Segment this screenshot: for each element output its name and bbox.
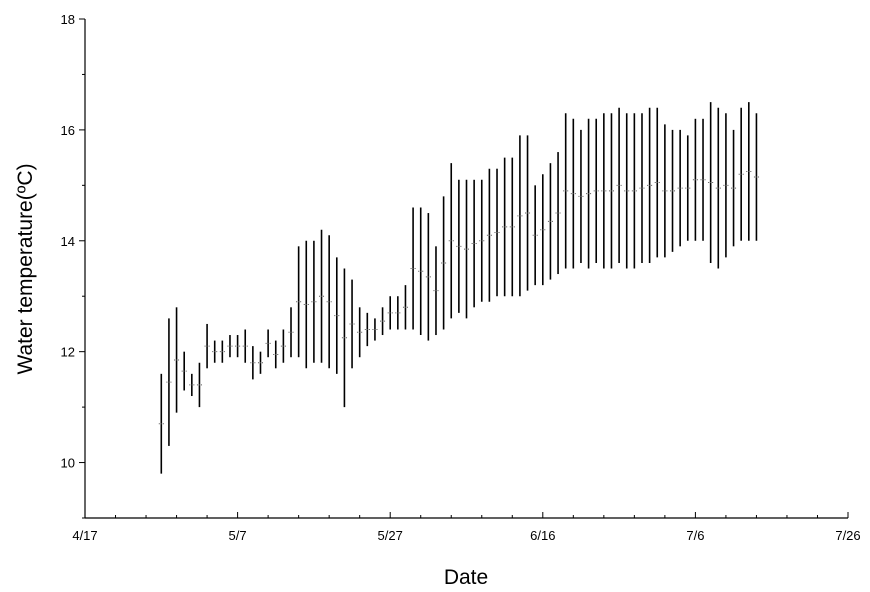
y-tick-label: 16 <box>61 123 75 138</box>
x-axis-title: Date <box>444 566 488 589</box>
y-axis-ticks: 10 12 14 16 18 <box>61 12 85 519</box>
plot-area: 10 12 14 16 18 4/17 5/7 5/27 6/16 7/6 7/26 <box>61 12 861 543</box>
y-axis-title: Water temperature(ºC) <box>14 163 37 374</box>
y-tick-label: 18 <box>61 12 75 27</box>
x-tick-label: 5/27 <box>378 528 403 543</box>
y-tick-label: 10 <box>61 456 75 471</box>
x-tick-label: 5/7 <box>229 528 247 543</box>
y-tick-label: 12 <box>61 345 75 360</box>
x-tick-label: 6/16 <box>530 528 555 543</box>
temperature-series <box>158 102 759 474</box>
x-tick-label: 4/17 <box>72 528 97 543</box>
y-tick-label: 14 <box>61 234 75 249</box>
x-tick-label: 7/6 <box>686 528 704 543</box>
x-tick-label: 7/26 <box>835 528 860 543</box>
x-axis-ticks: 4/17 5/7 5/27 6/16 7/6 7/26 <box>72 512 861 543</box>
